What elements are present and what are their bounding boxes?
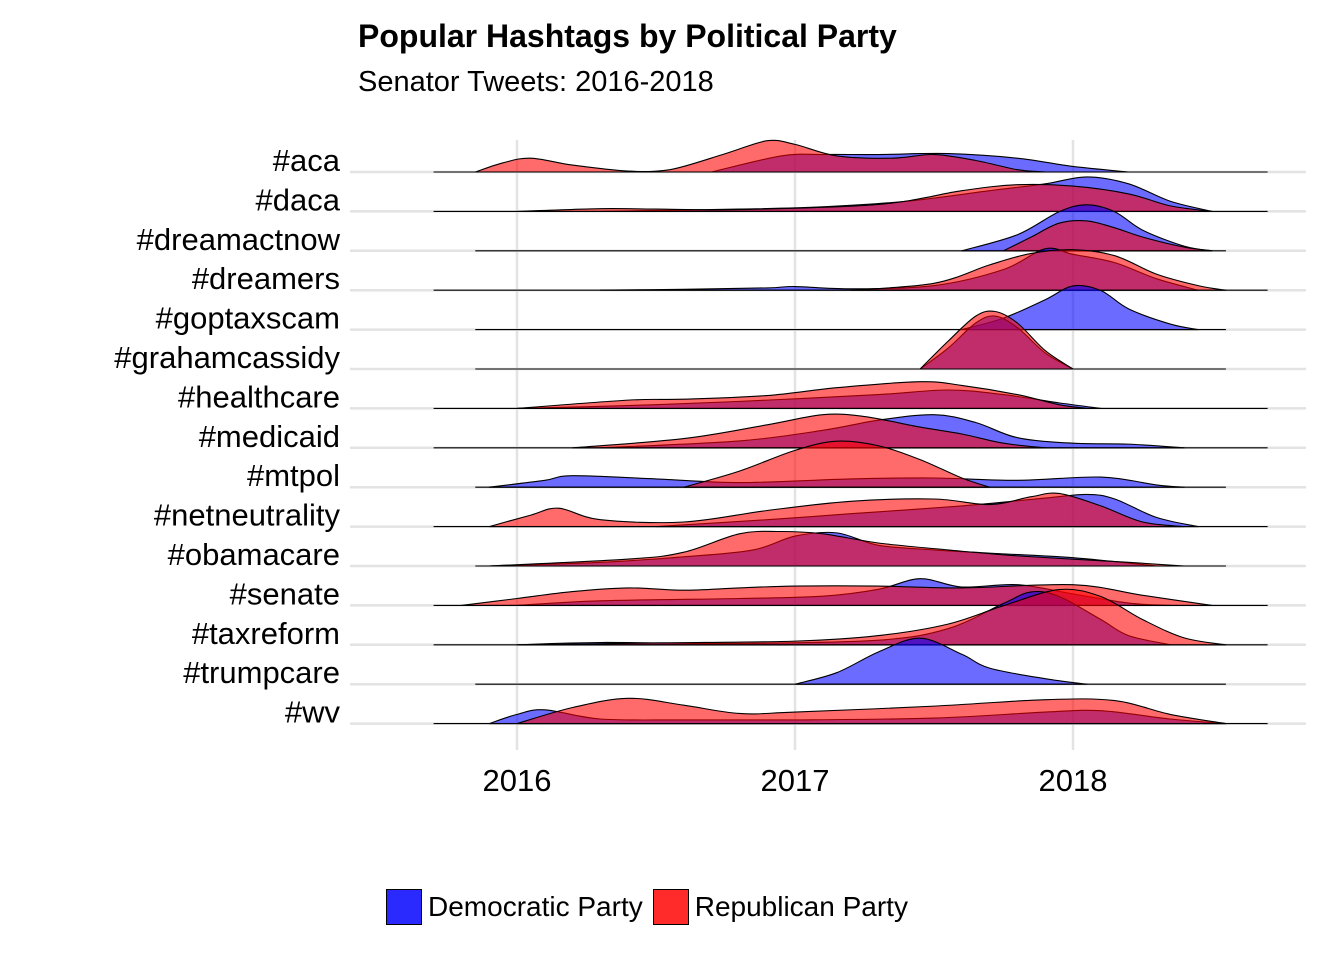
legend-item-republican: Republican Party (652, 889, 908, 925)
chart-title: Popular Hashtags by Political Party (358, 18, 897, 54)
legend-label-republican: Republican Party (694, 891, 908, 922)
density-republican (516, 588, 1227, 646)
ridge-taxreform (433, 588, 1268, 646)
ridge-obamacare (475, 530, 1226, 567)
y-tick-label: #mtpol (247, 458, 340, 493)
y-tick-label: #medicaid (199, 419, 340, 454)
density-republican (683, 440, 991, 488)
y-axis-labels: #wv #trumpcare #taxreform #senate #obamacare… (114, 143, 340, 730)
density-republican (516, 697, 1227, 725)
ridge-mtpol (475, 440, 1226, 488)
legend-swatch-republican (652, 889, 689, 925)
ridges (433, 139, 1268, 725)
y-tick-label: #taxreform (192, 616, 340, 651)
y-tick-label: #dreamers (192, 261, 340, 296)
y-tick-label: #daca (256, 182, 341, 217)
density-republican (1002, 220, 1213, 252)
density-republican (919, 310, 1074, 370)
ridge-grahamcassidy (475, 310, 1226, 370)
x-axis-labels: 2016 2017 2018 (483, 763, 1108, 798)
x-tick-label: 2017 (761, 763, 830, 798)
density-republican (516, 183, 1213, 212)
y-tick-label: #dreamactnow (137, 222, 341, 257)
ridge-dreamactnow (475, 204, 1226, 252)
ridge-netneutrality (433, 492, 1268, 528)
legend-label-democratic: Democratic Party (428, 891, 643, 922)
density-republican (572, 413, 1046, 449)
x-tick-label: 2016 (483, 763, 552, 798)
y-tick-label: #netneutrality (154, 498, 341, 533)
chart-subtitle: Senator Tweets: 2016-2018 (358, 66, 714, 98)
y-tick-label: #goptaxscam (156, 301, 340, 336)
y-tick-label: #senate (230, 576, 340, 611)
ridge-medicaid (433, 413, 1268, 449)
y-tick-label: #aca (273, 143, 341, 178)
y-tick-label: #grahamcassidy (114, 340, 340, 375)
density-republican (474, 139, 1046, 173)
y-tick-label: #healthcare (178, 379, 340, 414)
ridge-goptaxscam (475, 284, 1226, 331)
y-tick-label: #obamacare (168, 537, 340, 572)
legend-item-democratic: Democratic Party (386, 889, 643, 925)
legend-swatch-democratic (386, 889, 422, 925)
density-republican (850, 249, 1227, 291)
ridge-aca (433, 139, 1268, 173)
ridge-wv (433, 697, 1268, 725)
ridge-daca (433, 176, 1268, 212)
ridge-dreamers (433, 247, 1268, 291)
ridge-healthcare (433, 381, 1268, 409)
density-republican (488, 530, 1185, 567)
density-republican (488, 492, 1185, 528)
y-tick-label: #trumpcare (183, 655, 340, 690)
x-tick-label: 2018 (1039, 763, 1108, 798)
density-republican (516, 381, 1088, 409)
density-democratic (794, 637, 1088, 685)
legend: Democratic Party Republican Party (386, 889, 918, 925)
y-tick-label: #wv (285, 695, 341, 730)
ridge-trumpcare (475, 637, 1226, 685)
ridge-senate (433, 578, 1268, 606)
